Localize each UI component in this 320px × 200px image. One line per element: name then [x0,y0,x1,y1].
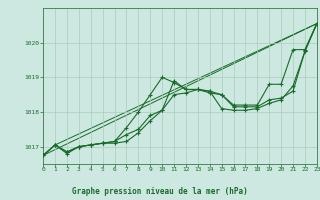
Text: Graphe pression niveau de la mer (hPa): Graphe pression niveau de la mer (hPa) [72,187,248,196]
